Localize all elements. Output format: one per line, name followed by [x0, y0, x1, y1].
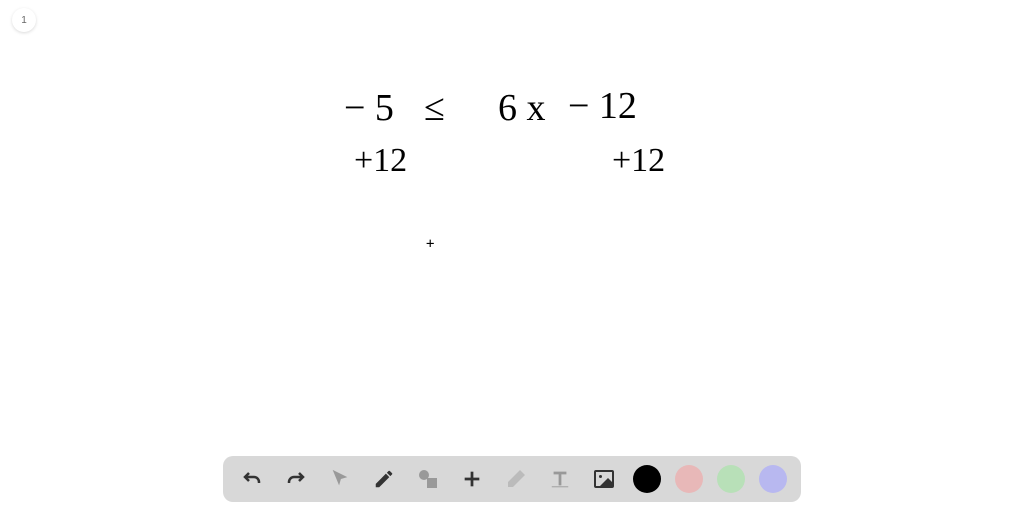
pointer-button[interactable] [325, 464, 355, 494]
handwriting-text: ≤ [424, 86, 445, 130]
pointer-icon [329, 468, 351, 490]
redo-button[interactable] [281, 464, 311, 494]
text-button[interactable] [545, 464, 575, 494]
drawing-toolbar [223, 456, 801, 502]
color-purple[interactable] [759, 465, 787, 493]
handwriting-text: +12 [612, 142, 665, 180]
text-icon [549, 468, 571, 490]
handwriting-text: 6 x [498, 86, 546, 130]
plus-icon [461, 468, 483, 490]
color-black[interactable] [633, 465, 661, 493]
image-button[interactable] [589, 464, 619, 494]
redo-icon [284, 467, 308, 491]
crosshair-cursor: + [426, 236, 434, 252]
shapes-icon [416, 467, 440, 491]
handwriting-text: +12 [354, 142, 407, 180]
color-pink[interactable] [675, 465, 703, 493]
undo-button[interactable] [237, 464, 267, 494]
eraser-icon [504, 467, 528, 491]
handwriting-text: − 12 [568, 84, 637, 128]
pencil-button[interactable] [369, 464, 399, 494]
eraser-button[interactable] [501, 464, 531, 494]
image-icon [592, 467, 616, 491]
undo-icon [240, 467, 264, 491]
shapes-button[interactable] [413, 464, 443, 494]
add-button[interactable] [457, 464, 487, 494]
handwriting-text: − 5 [344, 86, 394, 130]
pencil-icon [373, 468, 395, 490]
whiteboard-canvas[interactable]: − 5 ≤ 6 x − 12 +12 +12 + [0, 0, 1024, 520]
color-green[interactable] [717, 465, 745, 493]
